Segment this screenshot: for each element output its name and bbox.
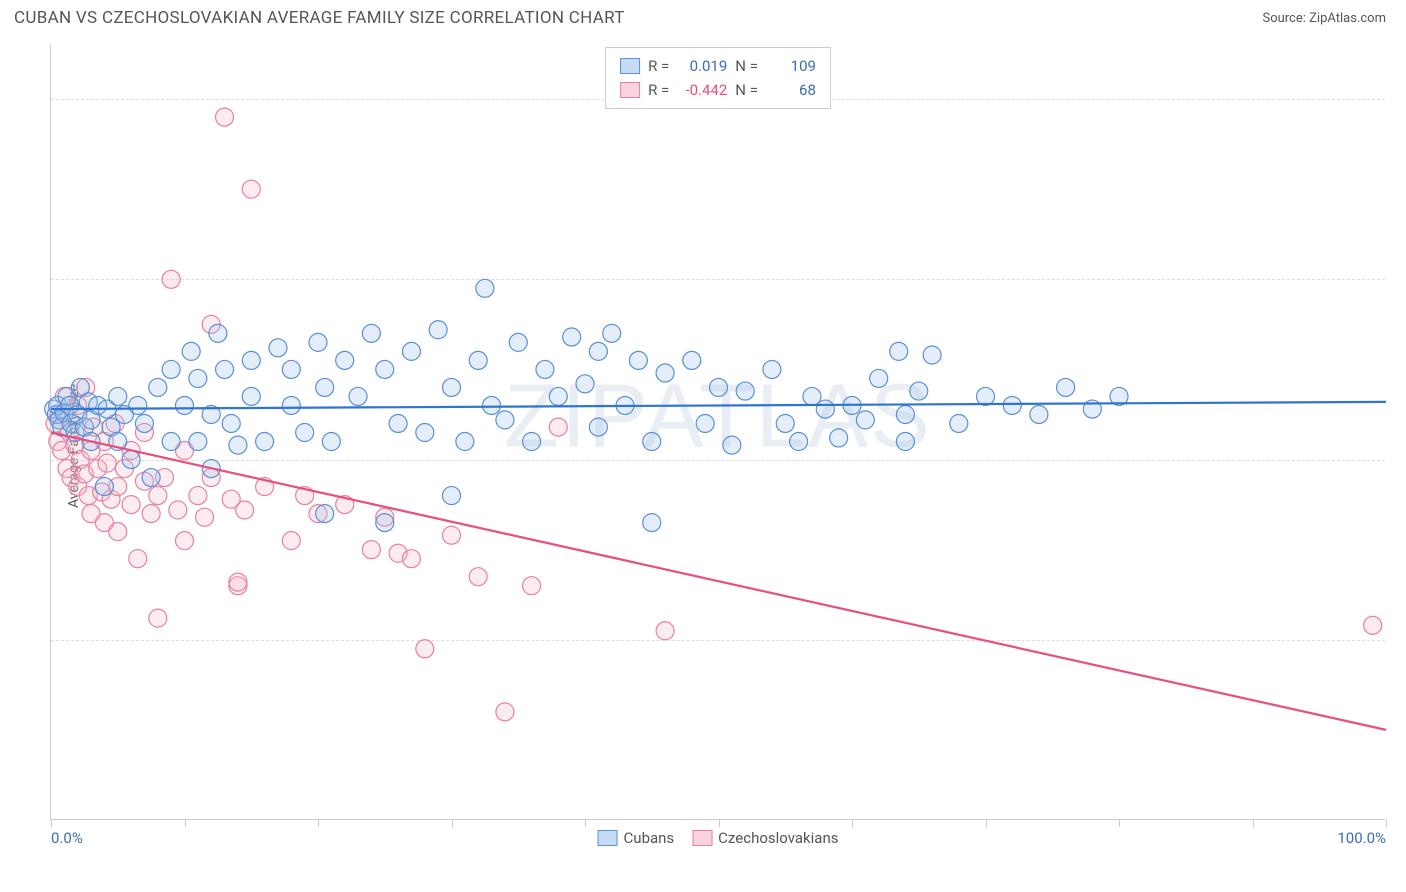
r-value-cubans: 0.019: [677, 54, 727, 78]
y-tick-label: 2.00: [1390, 631, 1406, 649]
y-tick-label: 4.00: [1390, 270, 1406, 288]
r-label: R =: [648, 78, 669, 102]
swatch-czech-bottom: [692, 830, 712, 846]
scatter-svg: [51, 45, 1385, 819]
x-tick-label: 100.0%: [1337, 829, 1386, 847]
r-value-czech: -0.442: [677, 78, 727, 102]
n-value-cubans: 109: [766, 54, 816, 78]
legend-row-czech: R = -0.442 N = 68: [620, 78, 816, 102]
x-tick-label: 0.0%: [51, 829, 83, 847]
swatch-cubans: [620, 58, 640, 74]
n-label: N =: [735, 54, 758, 78]
series-legend: Cubans Czechoslovakians: [598, 829, 839, 847]
legend-label-czech: Czechoslovakians: [718, 829, 838, 847]
r-label: R =: [648, 54, 669, 78]
y-tick-label: 5.00: [1390, 90, 1406, 108]
chart-source: Source: ZipAtlas.com: [1262, 11, 1386, 26]
chart-header: CUBAN VS CZECHOSLOVAKIAN AVERAGE FAMILY …: [0, 0, 1406, 32]
n-value-czech: 68: [766, 78, 816, 102]
y-tick-label: 3.00: [1390, 451, 1406, 469]
legend-item-cubans: Cubans: [598, 829, 675, 847]
correlation-legend: R = 0.019 N = 109 R = -0.442 N = 68: [605, 47, 831, 109]
legend-label-cubans: Cubans: [624, 829, 675, 847]
swatch-cubans-bottom: [598, 830, 618, 846]
swatch-czech: [620, 82, 640, 98]
chart-plot-area: ZIPATLAS 2.003.004.005.00 0.0%100.0% R =…: [50, 45, 1385, 820]
legend-item-czech: Czechoslovakians: [692, 829, 838, 847]
legend-row-cubans: R = 0.019 N = 109: [620, 54, 816, 78]
chart-title: CUBAN VS CZECHOSLOVAKIAN AVERAGE FAMILY …: [14, 8, 625, 28]
n-label: N =: [735, 78, 758, 102]
